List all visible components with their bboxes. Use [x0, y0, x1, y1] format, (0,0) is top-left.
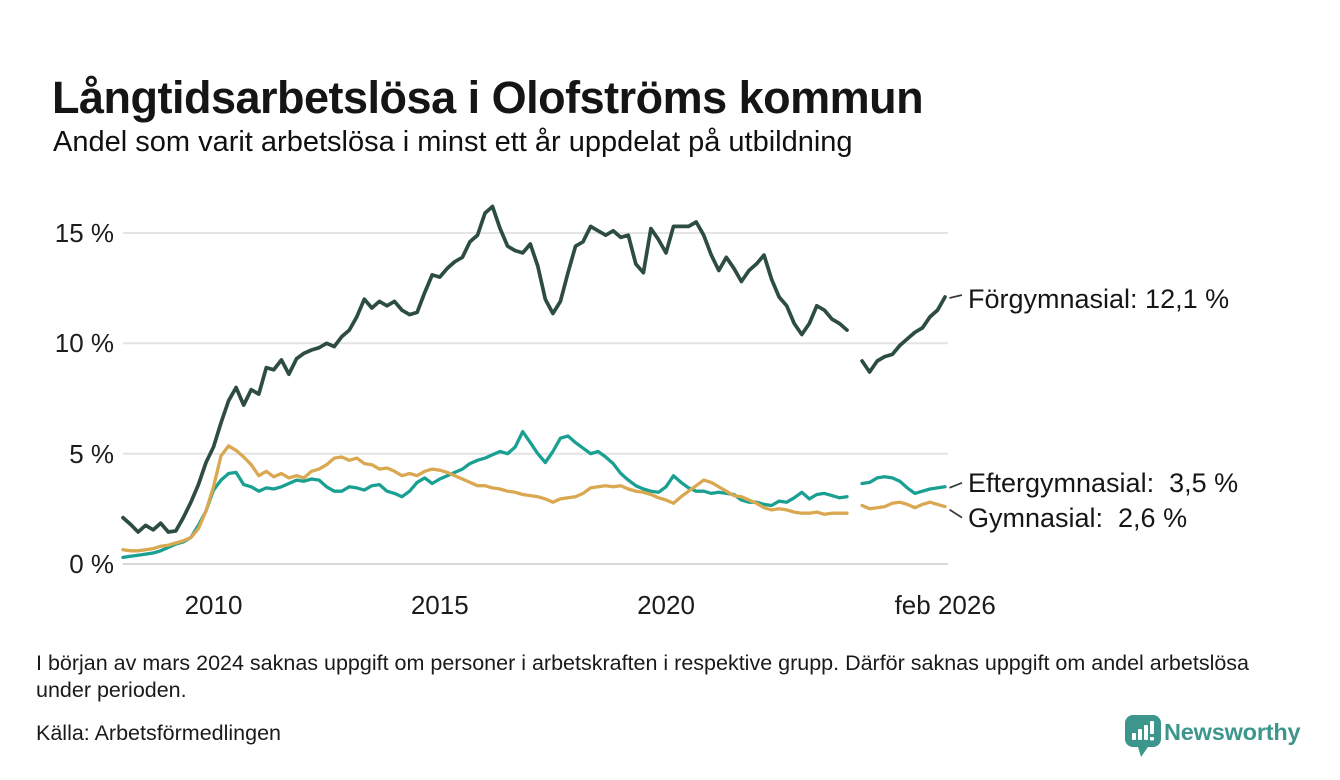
series-label-eftergymnasial: Eftergymnasial: 3,5 % [968, 467, 1239, 498]
series-label-gymnasial: Gymnasial: 2,6 % [968, 502, 1188, 533]
newsworthy-pin-icon [1125, 715, 1161, 757]
x-tick-feb-2026: feb 2026 [894, 590, 996, 620]
y-tick-0: 0 % [69, 549, 114, 579]
y-tick-5: 5 % [69, 438, 114, 469]
x-tick-2020: 2020 [637, 590, 695, 620]
y-tick-10: 10 % [54, 328, 114, 359]
footnote-text: I början av mars 2024 saknas uppgift om … [36, 651, 1250, 702]
label-connector-eftergymnasial [949, 482, 963, 489]
newsworthy-logo[interactable]: Newsworthy [1124, 712, 1324, 760]
x-tick-2010: 2010 [184, 590, 243, 620]
series-line-gymnasial [121, 444, 947, 553]
label-connector-förgymnasial [949, 294, 963, 299]
page-title: Långtidsarbetslösa i Olofströms kommun [52, 72, 924, 124]
newsworthy-wordmark: Newsworthy [1164, 719, 1301, 745]
page-subtitle: Andel som varit arbetslösa i minst ett å… [53, 126, 853, 158]
y-tick-15: 15 % [54, 217, 114, 248]
label-connector-gymnasial [949, 508, 963, 519]
series-line-förgymnasial [121, 204, 947, 534]
series-label-förgymnasial: Förgymnasial: 12,1 % [968, 283, 1230, 314]
source-text: Källa: Arbetsförmedlingen [36, 721, 282, 745]
series-line-eftergymnasial [121, 429, 947, 560]
x-tick-2015: 2015 [410, 590, 469, 620]
